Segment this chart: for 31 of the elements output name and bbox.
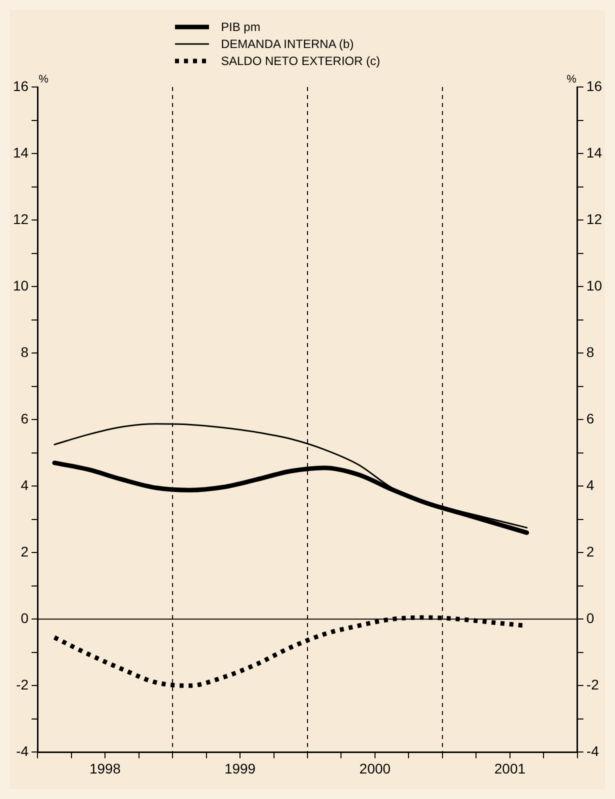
x-tick-label: 2000 [359, 760, 391, 776]
y-tick-label: 16 [12, 78, 29, 94]
x-tick-label: 2001 [494, 760, 526, 776]
y-tick-label: 12 [12, 210, 29, 227]
x-tick-label: 1998 [89, 760, 121, 776]
y-tick-label: -4 [16, 743, 29, 760]
y-tick-label: 14 [12, 144, 29, 160]
legend-label: DEMANDA INTERNA (b) [221, 36, 354, 50]
y-axis-title: % [38, 74, 49, 86]
y2-tick-label: 10 [586, 277, 602, 294]
y-tick-label: -2 [16, 676, 29, 693]
y2-tick-label: -4 [586, 743, 600, 760]
y2-axis-title: % [566, 74, 577, 86]
legend-label: SALDO NETO EXTERIOR (c) [221, 54, 380, 68]
y-tick-label: 0 [20, 610, 29, 626]
x-tick-label: 1999 [224, 760, 256, 776]
y2-tick-label: 6 [586, 410, 594, 426]
y-tick-label: 4 [20, 476, 29, 493]
y2-tick-label: -2 [586, 676, 600, 693]
legend-label: PIB pm [221, 20, 260, 34]
y2-tick-label: 2 [586, 544, 594, 560]
y2-tick-label: 12 [586, 210, 602, 227]
y2-tick-label: 14 [586, 144, 602, 160]
y-tick-label: 10 [12, 277, 29, 294]
y2-tick-label: 8 [586, 344, 594, 360]
y-tick-label: 8 [20, 344, 29, 360]
y2-tick-label: 16 [586, 78, 602, 94]
y-tick-label: 2 [20, 544, 29, 560]
y2-tick-label: 0 [586, 610, 594, 626]
y2-tick-label: 4 [586, 476, 594, 493]
y-tick-label: 6 [20, 410, 29, 426]
